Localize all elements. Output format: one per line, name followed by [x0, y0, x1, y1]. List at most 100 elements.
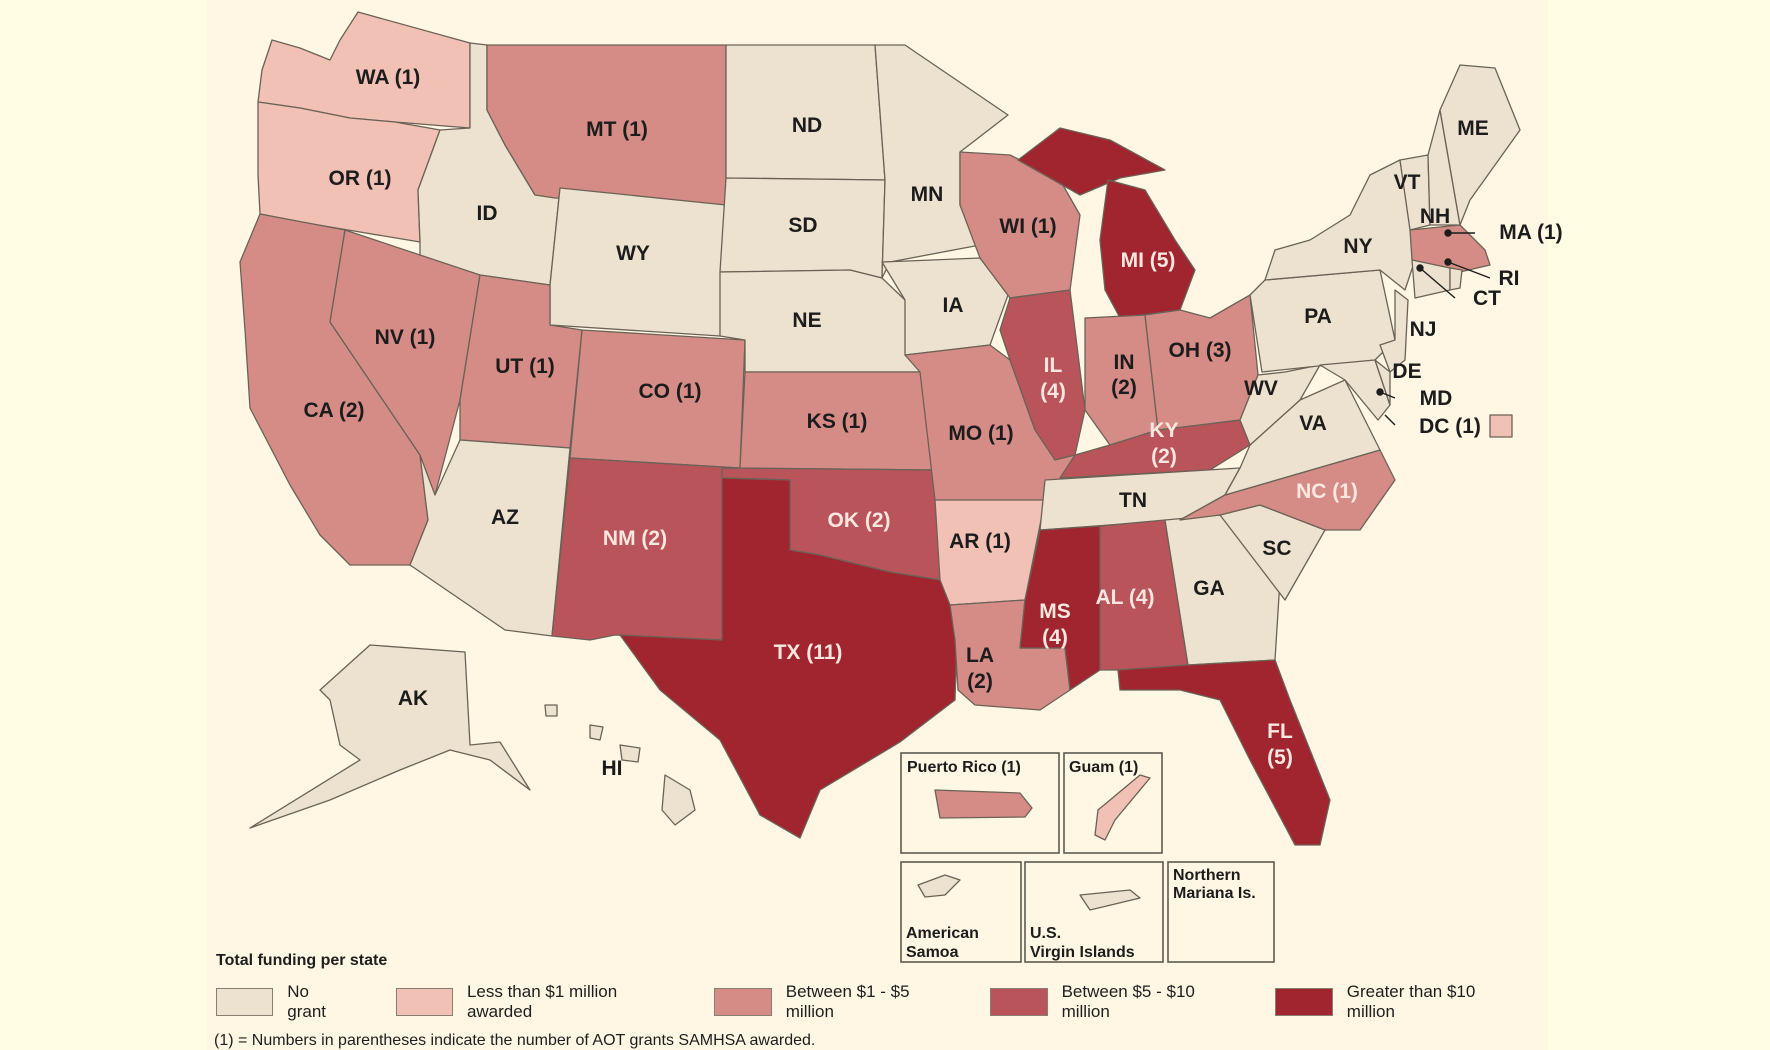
label-FL-2: (5) — [1267, 746, 1293, 769]
label-NY: NY — [1343, 235, 1372, 258]
label-MI: MI (5) — [1121, 249, 1176, 272]
inset-guam[interactable] — [1063, 752, 1163, 854]
label-NM: NM (2) — [603, 527, 667, 550]
legend-swatch — [714, 988, 772, 1016]
label-ID: ID — [477, 202, 498, 225]
label-MS-1: MS — [1039, 600, 1071, 623]
legend-swatch — [990, 988, 1048, 1016]
label-GA: GA — [1193, 577, 1225, 600]
state-HI-oahu[interactable] — [589, 724, 604, 741]
legend-item-5-10m: Between $5 - $10 million — [990, 982, 1245, 1022]
puerto-rico-shape — [934, 789, 1033, 819]
label-IA: IA — [943, 294, 964, 317]
label-VT: VT — [1394, 171, 1421, 194]
label-AZ: AZ — [491, 506, 519, 529]
inset-cnmi[interactable] — [1167, 861, 1275, 963]
label-IN-1: IN — [1114, 351, 1135, 374]
label-usvi-1: U.S. — [1030, 925, 1061, 942]
label-TX: TX (11) — [774, 641, 843, 664]
label-MT: MT (1) — [586, 118, 648, 141]
legend-label: Greater than $10 million — [1346, 982, 1476, 1021]
label-AL: AL (4) — [1095, 586, 1154, 609]
state-HI-kauai[interactable] — [544, 704, 558, 717]
state-AK[interactable] — [249, 644, 531, 829]
label-NH: NH — [1420, 205, 1450, 228]
label-FL-1: FL — [1267, 720, 1293, 743]
state-WY[interactable] — [549, 187, 727, 337]
label-CT: CT — [1473, 287, 1501, 310]
legend-label: No grant — [287, 982, 327, 1021]
state-FL[interactable] — [1117, 659, 1331, 846]
label-MA: MA (1) — [1499, 221, 1562, 244]
label-ME: ME — [1457, 117, 1489, 140]
state-IL[interactable] — [999, 289, 1086, 461]
inset-usvi[interactable] — [1024, 861, 1164, 963]
label-american-samoa-1: American — [906, 925, 979, 942]
legend-label: Between $1 - $5 million — [785, 982, 910, 1021]
state-NY[interactable] — [1264, 159, 1416, 291]
legend-item-lt-1m: Less than $1 million awarded — [395, 982, 685, 1022]
american-samoa-shape — [917, 874, 961, 898]
label-VA: VA — [1299, 412, 1327, 435]
legend-swatch — [1275, 988, 1333, 1016]
label-OK: OK (2) — [828, 509, 891, 532]
label-WY: WY — [616, 242, 650, 265]
legend-swatch — [395, 988, 453, 1016]
label-NE: NE — [792, 309, 821, 332]
label-SC: SC — [1262, 537, 1291, 560]
label-WI: WI (1) — [999, 215, 1056, 238]
label-cnmi-2: Mariana Is. — [1173, 885, 1256, 902]
state-OH[interactable] — [1144, 294, 1259, 431]
legend-swatch — [216, 988, 274, 1016]
label-OR: OR (1) — [329, 167, 392, 190]
state-TX[interactable] — [619, 477, 959, 839]
state-HI-maui[interactable] — [619, 744, 641, 763]
label-AK: AK — [398, 687, 428, 710]
label-DE: DE — [1392, 360, 1421, 383]
label-MO: MO (1) — [948, 422, 1013, 445]
label-NC: NC (1) — [1296, 480, 1358, 503]
label-NV: NV (1) — [375, 326, 436, 349]
label-CO: CO (1) — [639, 380, 702, 403]
footnote: (1) = Numbers in parentheses indicate th… — [214, 1032, 816, 1049]
inset-american-samoa[interactable] — [900, 861, 1022, 963]
legend-item-gt-10m: Greater than $10 million — [1275, 982, 1526, 1022]
dc-swatch — [1489, 414, 1513, 438]
state-RI[interactable] — [1449, 267, 1463, 291]
label-IN-2: (2) — [1111, 376, 1137, 399]
leader-lines — [1376, 229, 1491, 426]
state-ND[interactable] — [725, 44, 886, 181]
label-NJ: NJ — [1410, 318, 1437, 341]
label-MD: MD — [1420, 387, 1453, 410]
label-IL-2: (4) — [1040, 380, 1066, 403]
label-TN: TN — [1119, 489, 1147, 512]
label-WV: WV — [1244, 377, 1278, 400]
state-HI[interactable] — [661, 774, 696, 826]
label-cnmi-1: Northern — [1173, 867, 1241, 884]
label-MN: MN — [911, 183, 944, 206]
legend: Total funding per state No grant Less th… — [216, 952, 1556, 1022]
label-CA: CA (2) — [303, 399, 364, 422]
label-puerto-rico: Puerto Rico (1) — [907, 759, 1021, 776]
state-MI-upper[interactable] — [1017, 127, 1166, 196]
label-ND: ND — [792, 114, 822, 137]
label-PA: PA — [1304, 305, 1332, 328]
state-MD[interactable] — [1319, 359, 1391, 421]
guam-shape — [1094, 774, 1151, 841]
label-AR: AR (1) — [949, 530, 1011, 553]
legend-label: Between $5 - $10 million — [1061, 982, 1195, 1021]
label-IL-1: IL — [1044, 354, 1063, 377]
label-UT: UT (1) — [495, 355, 555, 378]
label-HI: HI — [602, 757, 623, 780]
legend-item-no-grant: No grant — [216, 982, 352, 1022]
label-SD: SD — [788, 214, 817, 237]
legend-item-1-5m: Between $1 - $5 million — [714, 982, 960, 1022]
label-MS-2: (4) — [1042, 626, 1068, 649]
inset-puerto-rico[interactable] — [900, 752, 1060, 854]
label-LA-1: LA — [966, 644, 994, 667]
label-KY-2: (2) — [1151, 445, 1177, 468]
label-LA-2: (2) — [967, 670, 993, 693]
label-KY-1: KY — [1149, 419, 1178, 442]
state-AZ[interactable] — [409, 439, 571, 637]
